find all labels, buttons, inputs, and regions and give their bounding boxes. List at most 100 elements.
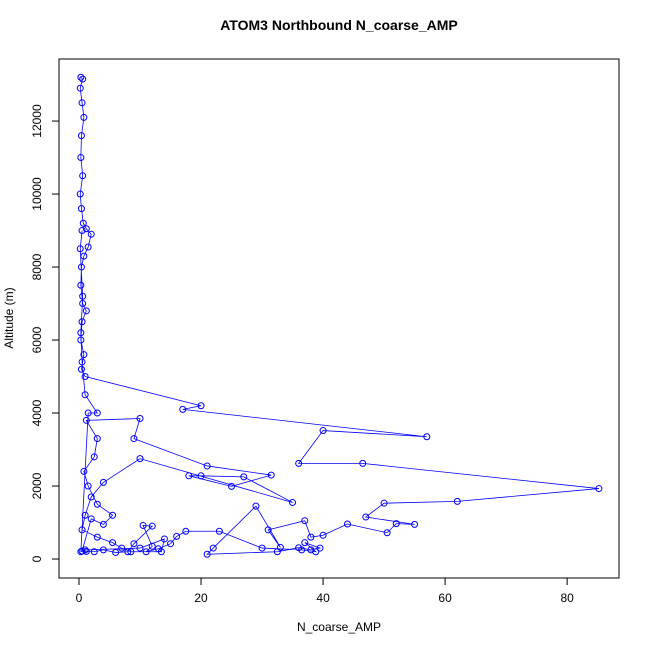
- data-point: [80, 351, 88, 359]
- data-point: [124, 548, 132, 556]
- data-point: [82, 307, 90, 315]
- data-point: [109, 539, 117, 547]
- data-point: [77, 365, 85, 373]
- data-point: [99, 546, 107, 554]
- data-point: [130, 435, 138, 443]
- data-point: [77, 329, 85, 337]
- data-point: [79, 300, 87, 308]
- data-point: [316, 544, 324, 552]
- data-point: [179, 405, 187, 413]
- data-point: [82, 225, 90, 233]
- data-point: [264, 526, 272, 534]
- data-point: [80, 252, 88, 260]
- data-point: [240, 473, 248, 481]
- data-point: [392, 520, 400, 528]
- data-point: [79, 75, 87, 83]
- data-point: [76, 190, 84, 198]
- data-point: [173, 532, 181, 540]
- data-point: [319, 531, 327, 539]
- data-point: [87, 493, 95, 501]
- data-point: [209, 544, 217, 552]
- data-point: [90, 548, 98, 556]
- data-point: [87, 515, 95, 523]
- data-point: [99, 520, 107, 528]
- data-point: [307, 546, 315, 554]
- data-point: [136, 544, 144, 552]
- data-point: [301, 539, 309, 547]
- x-tick-label: 40: [316, 591, 330, 605]
- data-point: [130, 540, 138, 548]
- x-tick-label: 60: [438, 591, 452, 605]
- data-point: [90, 453, 98, 461]
- data-point: [289, 498, 297, 506]
- data-point: [78, 318, 86, 326]
- data-point: [258, 544, 266, 552]
- data-point: [267, 471, 275, 479]
- data-point: [80, 113, 88, 121]
- data-point: [84, 482, 92, 490]
- y-tick-label: 2000: [30, 472, 44, 499]
- data-point: [197, 402, 205, 410]
- y-tick-label: 12000: [30, 104, 44, 138]
- data-point: [77, 281, 85, 289]
- data-point: [81, 546, 89, 554]
- data-point: [595, 485, 603, 493]
- data-point: [423, 433, 431, 441]
- data-point: [157, 548, 165, 556]
- data-point: [411, 520, 419, 528]
- data-point: [77, 548, 85, 556]
- data-point: [319, 427, 327, 435]
- data-point: [99, 478, 107, 486]
- data-point: [182, 527, 190, 535]
- x-axis-label: N_coarse_AMP: [297, 620, 381, 634]
- data-point: [79, 172, 87, 180]
- data-point: [112, 548, 120, 556]
- data-point: [203, 550, 211, 558]
- data-point: [298, 546, 306, 554]
- data-point: [185, 472, 193, 480]
- data-point: [109, 511, 117, 519]
- data-point: [343, 520, 351, 528]
- data-point: [215, 527, 223, 535]
- data-point: [295, 459, 303, 467]
- data-point: [312, 548, 320, 556]
- data-point: [76, 245, 84, 253]
- data-point: [359, 459, 367, 467]
- data-point: [273, 548, 281, 556]
- data-point: [80, 467, 88, 475]
- data-point: [307, 533, 315, 541]
- data-point: [84, 243, 92, 251]
- data-point: [81, 511, 89, 519]
- data-point: [76, 84, 84, 92]
- x-tick-label: 80: [560, 591, 574, 605]
- data-point: [87, 230, 95, 238]
- data-point: [77, 336, 85, 344]
- data-point: [203, 462, 211, 470]
- x-tick-label: 20: [194, 591, 208, 605]
- data-point: [252, 502, 260, 510]
- data-point: [136, 455, 144, 463]
- data-point: [77, 154, 85, 162]
- data-point: [383, 529, 391, 537]
- data-point: [148, 522, 156, 530]
- data-point: [380, 499, 388, 507]
- data-point: [136, 415, 144, 423]
- data-point: [77, 263, 85, 271]
- data-point: [93, 533, 101, 541]
- data-point: [78, 358, 86, 366]
- data-point: [82, 416, 90, 424]
- data-point: [453, 497, 461, 505]
- data-point: [197, 472, 205, 480]
- data-point: [362, 513, 370, 521]
- data-point: [78, 227, 86, 235]
- data-point: [118, 544, 126, 552]
- data-point: [148, 542, 156, 550]
- data-point: [77, 73, 85, 81]
- data-point: [78, 526, 86, 534]
- data-point: [84, 409, 92, 417]
- data-point: [160, 535, 168, 543]
- data-point: [78, 547, 86, 555]
